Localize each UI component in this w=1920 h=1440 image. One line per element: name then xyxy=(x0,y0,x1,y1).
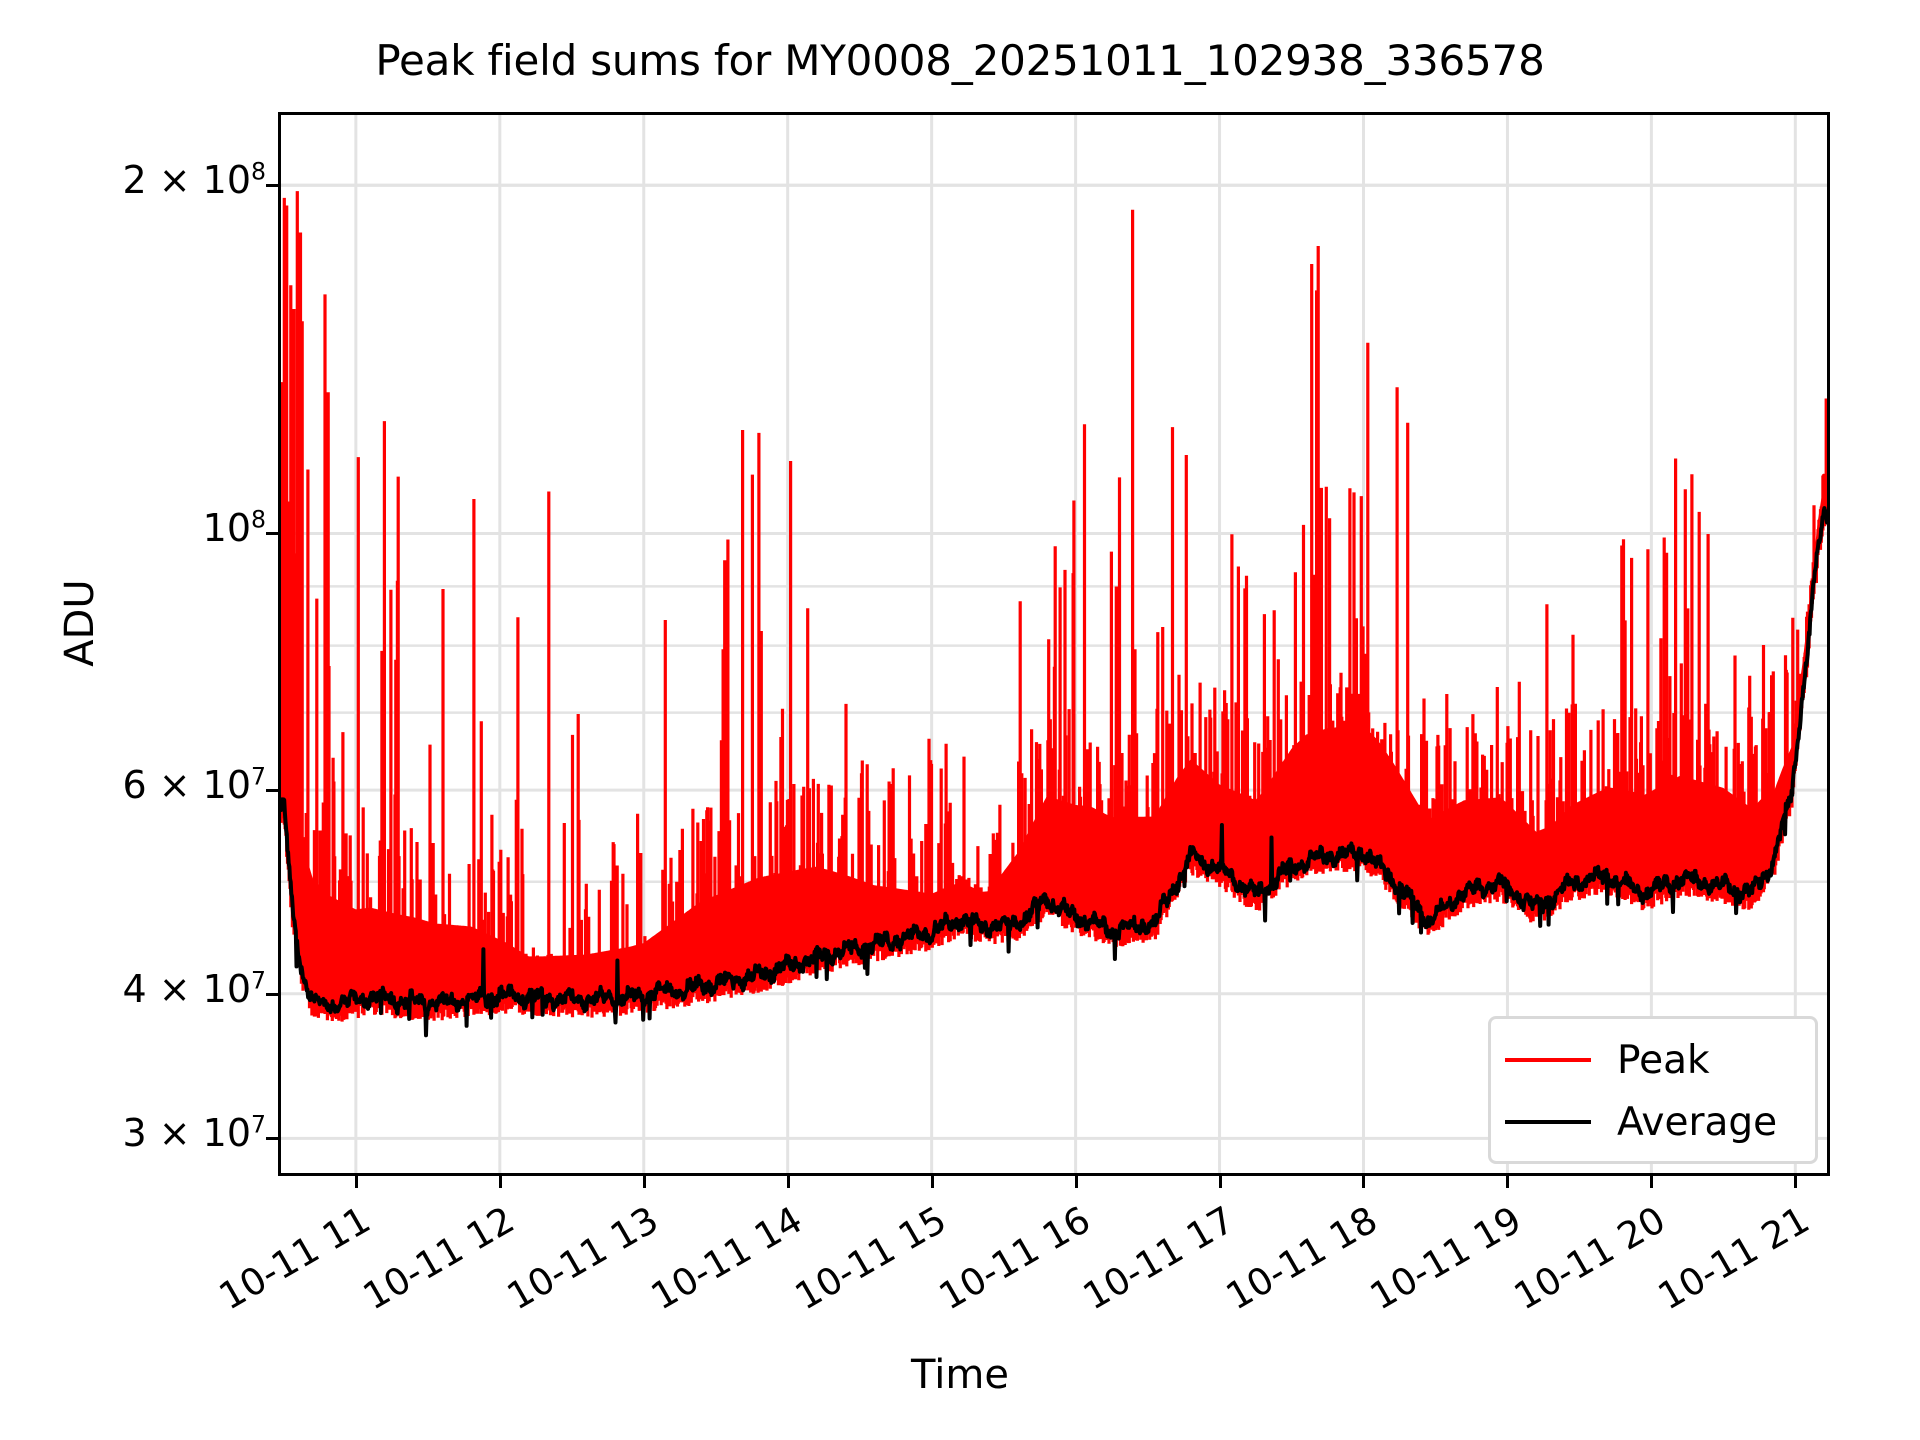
y-tick-exponent: 8 xyxy=(251,157,266,186)
legend-item-average[interactable]: Average xyxy=(1505,1091,1801,1153)
y-tick-exponent: 7 xyxy=(251,1110,266,1139)
x-tick-mark xyxy=(1650,1176,1654,1188)
y-tick-mark xyxy=(266,532,278,536)
peak-spikes xyxy=(281,191,1827,1022)
y-tick-mark xyxy=(266,992,278,996)
x-tick-mark xyxy=(930,1176,934,1188)
legend-swatch-peak xyxy=(1505,1058,1591,1062)
x-tick-mark xyxy=(1362,1176,1366,1188)
legend-swatch-average xyxy=(1505,1120,1591,1124)
x-tick-mark xyxy=(1506,1176,1510,1188)
legend-item-peak[interactable]: Peak xyxy=(1505,1029,1801,1091)
x-tick-mark xyxy=(786,1176,790,1188)
y-tick-exponent: 7 xyxy=(251,762,266,791)
y-tick-mark xyxy=(266,184,278,188)
y-tick-mark xyxy=(266,789,278,793)
series-peak xyxy=(281,191,1827,1022)
y-tick-mantissa: 10 xyxy=(202,506,252,551)
series-average xyxy=(281,506,1827,1038)
y-tick-mantissa: 2 × 10 xyxy=(122,158,252,203)
legend-label-peak: Peak xyxy=(1617,1037,1710,1083)
y-tick-label: 2 × 108 xyxy=(122,157,266,203)
plot-svg xyxy=(281,115,1827,1173)
y-tick-exponent: 7 xyxy=(251,966,266,995)
plot-area[interactable] xyxy=(278,112,1830,1176)
y-tick-label: 4 × 107 xyxy=(122,966,266,1011)
x-tick-mark xyxy=(1218,1176,1222,1188)
y-tick-mantissa: 4 × 10 xyxy=(122,966,252,1011)
y-tick-mantissa: 3 × 10 xyxy=(122,1111,252,1156)
y-tick-exponent: 8 xyxy=(251,505,266,534)
x-axis-label: Time xyxy=(911,1352,1009,1398)
y-tick-mark xyxy=(266,1137,278,1141)
chart-legend[interactable]: Peak Average xyxy=(1488,1016,1818,1164)
x-tick-mark xyxy=(1074,1176,1078,1188)
y-tick-mantissa: 6 × 10 xyxy=(122,763,252,808)
y-tick-label: 3 × 107 xyxy=(122,1110,266,1156)
page-title: Peak field sums for MY0008_20251011_1029… xyxy=(375,36,1545,85)
x-tick-mark xyxy=(498,1176,502,1188)
y-tick-label: 6 × 107 xyxy=(122,763,266,808)
x-tick-mark xyxy=(1794,1176,1798,1188)
y-axis-label: ADU xyxy=(57,579,103,667)
x-tick-mark xyxy=(354,1176,358,1188)
x-tick-mark xyxy=(642,1176,646,1188)
y-tick-label: 108 xyxy=(202,505,266,551)
legend-label-average: Average xyxy=(1617,1099,1778,1145)
